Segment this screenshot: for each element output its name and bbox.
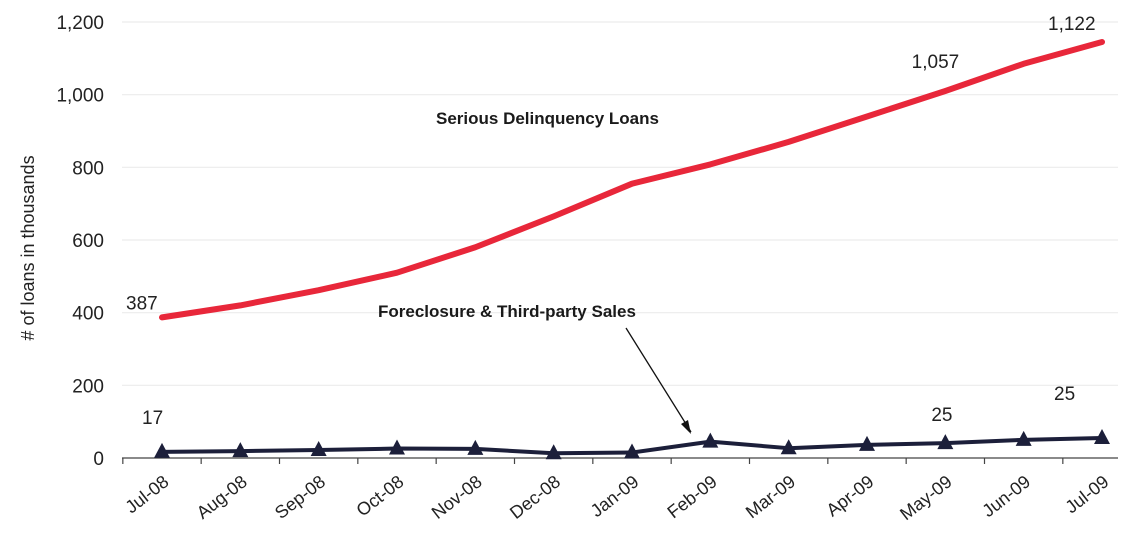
- x-tick-label: Feb-09: [664, 471, 721, 522]
- series-group: [154, 38, 1110, 460]
- annotation-arrowhead: [681, 420, 691, 434]
- triangle-marker: [310, 441, 327, 457]
- triangle-marker: [467, 439, 484, 455]
- triangle-marker: [232, 442, 249, 458]
- serious-delinquency-line: [159, 38, 1105, 321]
- data-labels: 387 1,057 1,122 17 25 25: [126, 14, 1096, 429]
- data-label: 25: [1054, 384, 1075, 405]
- y-axis-label: # of loans in thousands: [18, 155, 38, 340]
- gridlines: [122, 21, 1118, 386]
- data-label: 25: [931, 405, 952, 426]
- x-tick-label: Jul-08: [122, 471, 173, 517]
- x-tick-label: Dec-08: [506, 471, 564, 522]
- triangle-marker: [780, 439, 797, 455]
- annotation-arrow: [625, 327, 692, 433]
- x-tick-label: Jan-09: [587, 471, 643, 521]
- triangle-marker: [702, 432, 719, 448]
- y-tick-label: 1,000: [56, 86, 104, 107]
- y-tick-label: 200: [72, 376, 104, 397]
- triangle-marker: [389, 439, 405, 455]
- triangle-marker: [859, 435, 875, 451]
- x-tick-label: Jun-09: [978, 471, 1034, 521]
- y-tick-label: 1,200: [56, 13, 104, 34]
- triangle-marker: [624, 443, 640, 459]
- triangle-marker: [545, 444, 562, 460]
- triangle-marker: [1094, 429, 1110, 445]
- x-tick-label: Apr-09: [823, 471, 878, 520]
- x-tick-label: Oct-08: [353, 471, 408, 520]
- triangle-marker: [937, 434, 954, 450]
- x-tick-label: Jul-09: [1062, 471, 1113, 517]
- annotations: Serious Delinquency Loans Foreclosure & …: [378, 109, 692, 434]
- y-axis: 0 200 400 600 800 1,000 1,200: [56, 13, 104, 470]
- y-tick-label: 600: [72, 231, 104, 252]
- y-tick-label: 800: [72, 158, 104, 179]
- data-label: 17: [142, 408, 163, 429]
- triangle-marker: [1015, 430, 1032, 446]
- x-axis: Jul-08 Aug-08 Sep-08 Oct-08 Nov-08 Dec-08 Jan-…: [122, 457, 1118, 524]
- data-label: 1,057: [912, 52, 960, 73]
- y-tick-label: 0: [93, 449, 104, 470]
- serious-delinquency-label: Serious Delinquency Loans: [436, 109, 659, 128]
- data-label: 1,122: [1048, 14, 1096, 35]
- triangle-marker: [154, 442, 170, 458]
- x-tick-label: Mar-09: [742, 471, 799, 522]
- x-tick-label: Aug-08: [193, 471, 251, 522]
- y-tick-label: 400: [72, 304, 104, 325]
- x-tick-label: May-09: [896, 471, 956, 524]
- foreclosure-label: Foreclosure & Third-party Sales: [378, 302, 636, 321]
- data-label: 387: [126, 293, 158, 314]
- x-tick-label: Nov-08: [428, 471, 486, 522]
- x-tick-label: Sep-08: [271, 471, 329, 522]
